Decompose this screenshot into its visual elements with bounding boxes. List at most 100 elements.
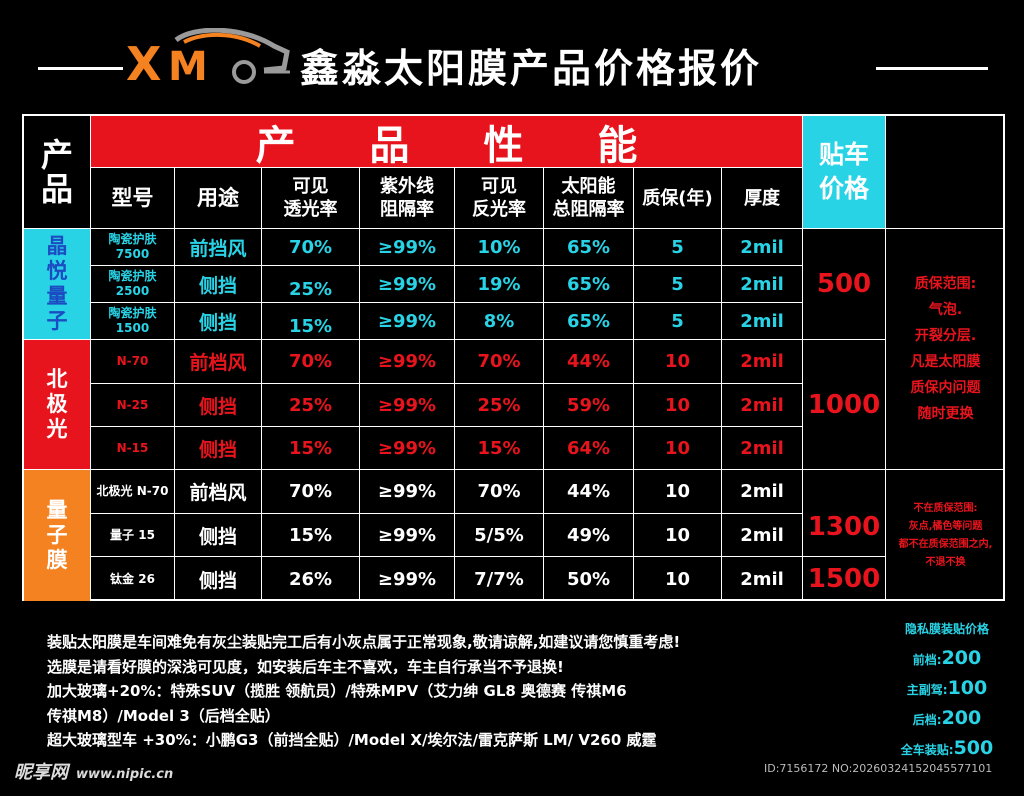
- vlr-value: 70%: [477, 481, 521, 502]
- table-cell-warranty: 10: [634, 470, 722, 514]
- table-cell-warranty: 5: [634, 303, 722, 340]
- warranty-scope-line: 质保范围:: [914, 276, 977, 292]
- table-cell-use: 侧挡: [175, 427, 262, 470]
- price-cell-1300: 1300: [803, 470, 886, 557]
- svg-text:X: X: [126, 37, 161, 86]
- group-liangzimo-label: 量子膜: [46, 498, 68, 572]
- uv-value: ≥99%: [377, 351, 437, 372]
- table-cell-warranty: 10: [634, 514, 722, 557]
- notes-header-blank: [886, 116, 1005, 229]
- table-cell-warranty: 10: [634, 340, 722, 384]
- tser-value: 65%: [566, 310, 611, 332]
- warranty-scope-line: 质保内问题: [910, 380, 981, 396]
- vlr-value: 5/5%: [474, 524, 524, 546]
- model-value: 陶瓷护肤 7500: [108, 232, 157, 261]
- col-header-use-label: 用途: [197, 185, 239, 210]
- table-cell-model: N-25: [91, 384, 175, 427]
- use-value: 侧挡: [198, 569, 237, 592]
- warranty-scope-line: 开裂分层.: [914, 328, 977, 344]
- warranty-value: 10: [664, 481, 691, 502]
- vlt-value: 26%: [288, 568, 333, 590]
- table-cell-uv: ≥99%: [360, 514, 455, 557]
- tser-value: 44%: [566, 351, 611, 372]
- table-cell-warranty: 10: [634, 557, 722, 601]
- table-cell-model: N-15: [91, 427, 175, 470]
- thickness-value: 2mil: [740, 273, 784, 295]
- vlr-value: 10%: [477, 236, 521, 258]
- table-cell-vlt: 25%: [262, 266, 360, 303]
- col-header-vlr: 可见 反光率: [455, 168, 544, 229]
- thickness-value: 2mil: [740, 524, 784, 546]
- table-cell-tser: 50%: [544, 557, 634, 601]
- privacy-item-label: 前档:: [912, 653, 942, 667]
- use-value: 侧挡: [198, 438, 237, 461]
- price-table: 产品 产 品 性 能 贴车价格 型号 用途 可见 透光率 紫外线 阻隔率 可见 …: [22, 114, 1005, 601]
- col-header-vlt: 可见 透光率: [262, 168, 360, 229]
- warranty-exclusion-line: 都不在质保范围之内,: [898, 538, 993, 550]
- warranty-value: 10: [664, 437, 691, 459]
- table-cell-thickness: 2mil: [722, 514, 803, 557]
- table-cell-uv: ≥99%: [360, 470, 455, 514]
- use-value: 前档风: [189, 352, 247, 374]
- privacy-item-label: 全车装贴:: [900, 743, 954, 757]
- warranty-value: 10: [664, 394, 691, 416]
- table-cell-use: 前档风: [175, 470, 262, 514]
- use-value: 侧挡: [198, 311, 237, 334]
- warranty-scope: 质保范围: 气泡. 开裂分层. 凡是太阳膜 质保内问题 随时更换: [886, 229, 1005, 470]
- uv-value: ≥99%: [377, 310, 437, 332]
- warranty-scope-line: 凡是太阳膜: [910, 354, 981, 370]
- group-liangzimo: 量子膜: [24, 470, 91, 601]
- col-header-tser: 太阳能 总阻隔率: [544, 168, 634, 229]
- notes-block: 装贴太阳膜是车间难免有灰尘装贴完工后有小灰点属于正常现象,敬请谅解,如建议请您慎…: [47, 630, 807, 753]
- warranty-value: 10: [664, 524, 691, 546]
- col-header-vlr-label: 可见 反光率: [472, 176, 526, 220]
- watermark-brand: 昵享网: [14, 762, 68, 783]
- table-cell-vlt: 70%: [262, 340, 360, 384]
- table-cell-uv: ≥99%: [360, 303, 455, 340]
- warranty-scope-line: 随时更换: [917, 406, 974, 422]
- model-value: 陶瓷护肤 2500: [108, 269, 157, 298]
- table-cell-vlt: 15%: [262, 427, 360, 470]
- col-header-model-label: 型号: [111, 185, 154, 210]
- performance-header-label: 产 品 性 能: [255, 122, 668, 169]
- thickness-value: 2mil: [740, 394, 784, 416]
- col-header-uv: 紫外线 阻隔率: [360, 168, 455, 229]
- warranty-exclusion-line: 不在质保范围:: [913, 502, 978, 514]
- vlr-value: 8%: [483, 310, 515, 332]
- note-line: 选膜是请看好膜的深浅可见度，如安装后车主不喜欢，车主自行承当不予退换!: [47, 657, 564, 676]
- header-line-left: [38, 67, 123, 70]
- vlt-value: 25%: [288, 394, 333, 416]
- table-cell-vlr: 8%: [455, 303, 544, 340]
- table-cell-vlt: 70%: [262, 229, 360, 266]
- tser-value: 65%: [566, 273, 611, 295]
- privacy-item-price: 100: [947, 677, 988, 699]
- table-cell-use: 前档风: [175, 340, 262, 384]
- uv-value: ≥99%: [377, 524, 437, 546]
- table-cell-thickness: 2mil: [722, 470, 803, 514]
- table-cell-tser: 65%: [544, 266, 634, 303]
- warranty-exclusion-line: 不退不换: [925, 556, 966, 568]
- vlt-value: 15%: [288, 437, 333, 459]
- product-header-label: 产品: [40, 136, 73, 208]
- table-cell-vlt: 15%: [262, 303, 360, 340]
- tser-value: 64%: [566, 437, 611, 459]
- vlt-value: 70%: [288, 481, 333, 502]
- table-cell-use: 侧挡: [175, 384, 262, 427]
- table-cell-tser: 44%: [544, 340, 634, 384]
- table-cell-use: 侧挡: [175, 303, 262, 340]
- table-cell-vlr: 19%: [455, 266, 544, 303]
- vlt-value: 70%: [288, 351, 333, 372]
- price-500: 500: [816, 269, 872, 299]
- table-cell-warranty: 5: [634, 266, 722, 303]
- vlr-value: 25%: [477, 394, 521, 416]
- table-cell-use: 前挡风: [175, 229, 262, 266]
- brand-logo: X M: [124, 27, 292, 91]
- use-value: 侧挡: [198, 395, 237, 418]
- table-cell-uv: ≥99%: [360, 229, 455, 266]
- table-cell-use: 侧挡: [175, 557, 262, 601]
- table-cell-vlr: 15%: [455, 427, 544, 470]
- table-cell-warranty: 10: [634, 384, 722, 427]
- table-cell-uv: ≥99%: [360, 384, 455, 427]
- table-cell-model: 陶瓷护肤 7500: [91, 229, 175, 266]
- privacy-item-rear: 后档:200: [888, 703, 1006, 733]
